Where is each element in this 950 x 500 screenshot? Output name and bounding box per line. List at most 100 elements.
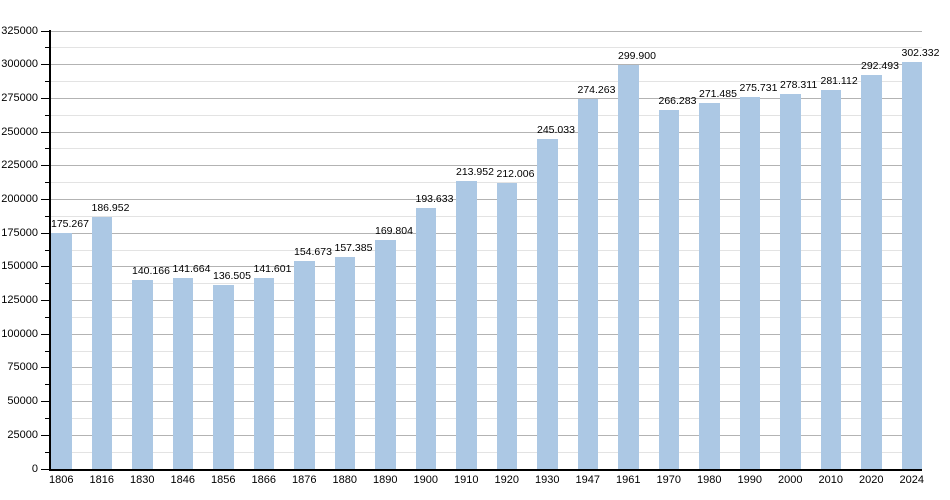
x-tick-label-1890: 1890: [373, 474, 398, 486]
gridline-major: [51, 300, 922, 302]
bar-1900: [415, 208, 436, 469]
gridline-minor: [51, 47, 922, 49]
y-axis-line: [49, 30, 51, 471]
gridline-major: [51, 131, 922, 133]
bar-2010: [820, 90, 841, 469]
bar-value-label-1990: 275.731: [739, 82, 778, 95]
x-tick-label-1880: 1880: [332, 474, 357, 486]
x-tick-label-1920: 1920: [494, 474, 519, 486]
gridline-major: [51, 401, 922, 403]
bar-value-label-1880: 157.385: [334, 241, 373, 254]
bar-value-label-1846: 141.664: [172, 263, 211, 276]
y-axis-minor-tick: [45, 215, 50, 217]
bar-value-label-1890: 169.804: [375, 225, 413, 238]
y-axis-minor-tick: [45, 283, 50, 285]
y-axis-major-tick: [41, 401, 50, 403]
bar-1866: [253, 278, 274, 469]
bar-value-label-1910: 213.952: [456, 165, 494, 178]
x-tick-label-2010: 2010: [818, 474, 843, 486]
bar-value-label-1930: 245.033: [537, 123, 575, 136]
y-tick-label: 300000: [1, 58, 38, 71]
y-tick-label: 325000: [1, 24, 38, 37]
y-tick-label: 200000: [1, 192, 38, 205]
bar-1910: [456, 180, 477, 469]
gridline-minor: [51, 350, 922, 352]
x-tick-label-1846: 1846: [170, 474, 195, 486]
bar-1970: [658, 110, 679, 469]
bar-value-label-1900: 193.633: [415, 193, 454, 206]
gridline-major: [51, 333, 922, 335]
gridline-major: [51, 30, 922, 32]
y-axis-major-tick: [41, 198, 50, 200]
y-axis-major-tick: [41, 64, 50, 66]
x-tick-label-1816: 1816: [89, 474, 114, 486]
bar-2020: [861, 74, 882, 469]
y-axis-major-tick: [41, 468, 50, 470]
x-tick-label-1900: 1900: [413, 474, 438, 486]
y-axis-major-tick: [41, 434, 50, 436]
x-tick-label-1990: 1990: [737, 474, 762, 486]
bar-value-label-1920: 212.006: [496, 168, 535, 181]
bar-1947: [577, 99, 598, 469]
x-tick-label-1806: 1806: [49, 474, 74, 486]
gridline-minor: [51, 283, 922, 285]
y-tick-label: 250000: [1, 125, 38, 138]
x-tick-label-1947: 1947: [575, 474, 600, 486]
bar-1990: [739, 97, 760, 469]
y-axis-minor-tick: [45, 384, 50, 386]
x-tick-label-1830: 1830: [130, 474, 155, 486]
bar-value-label-1856: 136.505: [213, 270, 251, 283]
y-tick-label: 125000: [1, 294, 38, 307]
gridline-major: [51, 266, 922, 268]
y-tick-label: 175000: [1, 226, 38, 239]
y-axis-minor-tick: [45, 249, 50, 251]
bar-1880: [334, 256, 355, 469]
gridline-minor: [51, 114, 922, 116]
bar-1890: [375, 240, 396, 469]
gridline-minor: [51, 316, 922, 318]
gridline-minor: [51, 384, 922, 386]
x-tick-label-1930: 1930: [535, 474, 560, 486]
bar-2024: [901, 61, 922, 469]
y-axis-minor-tick: [45, 451, 50, 453]
bar-2000: [780, 93, 801, 469]
y-axis-major-tick: [41, 131, 50, 133]
y-axis-minor-tick: [45, 182, 50, 184]
x-tick-label-2000: 2000: [778, 474, 803, 486]
gridline-minor: [51, 215, 922, 217]
gridline-minor: [51, 417, 922, 419]
bar-1920: [496, 183, 517, 469]
x-tick-label-1866: 1866: [251, 474, 276, 486]
gridline-minor: [51, 148, 922, 150]
y-axis-major-tick: [41, 165, 50, 167]
gridline-major: [51, 367, 922, 369]
bar-1930: [537, 138, 558, 469]
bar-1830: [132, 280, 153, 469]
gridline-major: [51, 434, 922, 436]
x-tick-label-2024: 2024: [899, 474, 924, 486]
y-tick-label: 0: [31, 462, 38, 475]
gridline-major: [51, 64, 922, 66]
y-tick-label: 150000: [1, 260, 38, 273]
gridline-minor: [51, 182, 922, 184]
y-axis-minor-tick: [45, 114, 50, 116]
y-axis-minor-tick: [45, 417, 50, 419]
y-axis-major-tick: [41, 333, 50, 335]
bar-value-label-1830: 140.166: [132, 265, 170, 278]
y-tick-label: 25000: [7, 428, 38, 441]
bar-1816: [91, 217, 112, 469]
x-tick-label-1980: 1980: [697, 474, 722, 486]
gridline-minor: [51, 249, 922, 251]
bar-value-label-1970: 266.283: [658, 95, 697, 108]
y-tick-label: 50000: [7, 395, 38, 408]
gridline-minor: [51, 81, 922, 83]
x-tick-label-1876: 1876: [292, 474, 317, 486]
x-axis-line: [49, 469, 922, 471]
bar-1876: [294, 260, 315, 469]
x-tick-label-1970: 1970: [656, 474, 681, 486]
bar-value-label-1866: 141.601: [253, 263, 292, 276]
y-axis-minor-tick: [45, 81, 50, 83]
bar-value-label-1806: 175.267: [51, 217, 89, 230]
x-tick-label-1961: 1961: [616, 474, 641, 486]
